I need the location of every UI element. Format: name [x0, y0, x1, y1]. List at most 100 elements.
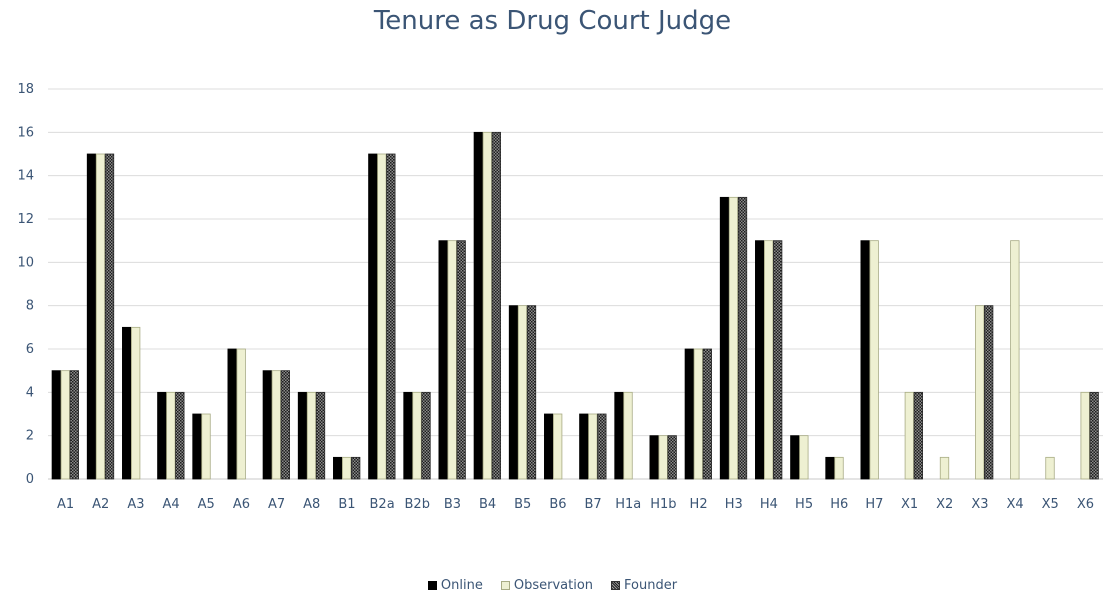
x-tick-label: B2a: [370, 497, 395, 512]
bar-founder-x6: [1089, 391, 1099, 480]
bar-online-h2: [684, 348, 694, 480]
bar-observation-x3: [975, 305, 985, 480]
x-tick-label: H4: [760, 497, 778, 512]
legend-label-founder: Founder: [624, 578, 678, 593]
bar-online-b2a: [368, 153, 378, 480]
bar-online-a8: [297, 391, 308, 480]
bar-observation-x6: [1080, 391, 1090, 480]
y-tick-label: 16: [17, 125, 34, 140]
bar-observation-x2: [939, 456, 950, 480]
y-tick-label: 8: [26, 299, 34, 314]
bar-observation-x1: [904, 391, 914, 480]
bar-founder-h1b: [667, 435, 677, 480]
bar-founder-h3: [737, 196, 748, 480]
x-tick-label: A5: [198, 497, 215, 512]
bar-online-b7: [579, 413, 589, 480]
bar-founder-b7: [597, 413, 607, 480]
bar-observation-x4: [1010, 240, 1020, 480]
bar-founder-a1: [69, 370, 79, 480]
bar-observation-b7: [588, 413, 598, 480]
legend-item-founder: Founder: [611, 578, 677, 593]
bar-online-a3: [122, 326, 132, 480]
x-tick-label: A2: [92, 497, 109, 512]
legend-label-online: Online: [440, 578, 483, 593]
bar-founder-a4: [175, 391, 185, 480]
x-tick-label: B2b: [405, 497, 430, 512]
bar-observation-h1a: [623, 391, 633, 480]
legend-swatch-online: [427, 581, 437, 590]
x-tick-label: A6: [233, 497, 250, 512]
y-tick-label: 18: [17, 82, 34, 97]
x-tick-label: H1b: [650, 497, 676, 512]
x-tick-label: H3: [725, 497, 743, 512]
bar-founder-h4: [773, 240, 783, 480]
bar-observation-b2a: [377, 153, 387, 480]
y-tick-label: 14: [17, 169, 34, 184]
y-tick-label: 10: [17, 255, 34, 270]
bar-online-b2b: [403, 391, 413, 480]
bar-observation-a1: [60, 370, 70, 480]
x-tick-label: B5: [514, 497, 531, 512]
bar-observation-x5: [1045, 456, 1055, 480]
bar-observation-a2: [95, 153, 106, 480]
x-tick-label: A1: [57, 497, 74, 512]
bar-online-h6: [825, 456, 835, 480]
gridlines: [48, 88, 1103, 480]
bar-observation-a3: [131, 326, 141, 480]
bar-observation-a5: [201, 413, 211, 480]
bar-founder-a2: [104, 153, 115, 480]
bar-founder-b1: [351, 456, 361, 480]
x-tick-label: A8: [303, 497, 320, 512]
legend-item-observation: Observation: [500, 578, 594, 593]
x-tick-label: X5: [1042, 497, 1059, 512]
bar-online-b1: [333, 456, 343, 480]
y-tick-label: 0: [26, 472, 34, 487]
x-tick-label: H5: [795, 497, 813, 512]
legend-swatch-founder: [611, 581, 621, 590]
legend-label-observation: Observation: [513, 578, 594, 593]
x-tick-label: H7: [865, 497, 883, 512]
x-tick-label: H1a: [615, 497, 641, 512]
bar-founder-a8: [315, 391, 326, 480]
legend: Online Observation Founder: [0, 578, 1105, 593]
bar-observation-h5: [799, 435, 809, 480]
bar-observation-b4: [482, 131, 492, 480]
bar-founder-b2b: [421, 391, 431, 480]
bar-online-a2: [86, 153, 97, 480]
x-tick-label: A7: [268, 497, 285, 512]
bar-online-h4: [755, 240, 765, 480]
x-tick-label: H6: [830, 497, 848, 512]
x-axis-ticks: A1 A2 A3 A4 A5 A6 A7 A8 B1 B2a B2b B3 B4 B5 B6 B7 H1a H1b…: [57, 497, 1094, 512]
x-tick-label: X2: [936, 497, 953, 512]
bar-observation-h1b: [658, 435, 668, 480]
bar-founder-a7: [280, 370, 290, 480]
bar-online-a1: [51, 370, 61, 480]
x-tick-label: H2: [690, 497, 708, 512]
bar-observation-b6: [553, 413, 563, 480]
x-tick-label: B3: [444, 497, 461, 512]
bar-online-a4: [157, 391, 167, 480]
bar-founder-h2: [702, 348, 712, 480]
bar-founder-b5: [526, 305, 537, 480]
bar-observation-h7: [869, 240, 879, 480]
bar-founder-b4: [491, 131, 501, 480]
bar-online-h1a: [614, 391, 624, 480]
bar-online-a7: [262, 370, 272, 480]
bar-observation-h2: [693, 348, 703, 480]
x-tick-label: B7: [584, 497, 601, 512]
y-tick-label: 2: [26, 429, 34, 444]
bar-online-h3: [719, 196, 730, 480]
x-tick-label: X3: [971, 497, 988, 512]
bar-observation-a7: [271, 370, 281, 480]
bar-founder-x3: [984, 305, 994, 480]
bar-online-h5: [790, 435, 800, 480]
bar-online-b6: [544, 413, 554, 480]
x-tick-label: X6: [1077, 497, 1094, 512]
bar-founder-b3: [456, 240, 466, 480]
bar-online-b3: [438, 240, 448, 480]
x-tick-label: A4: [162, 497, 179, 512]
bar-online-a5: [192, 413, 202, 480]
x-tick-label: B1: [338, 497, 355, 512]
